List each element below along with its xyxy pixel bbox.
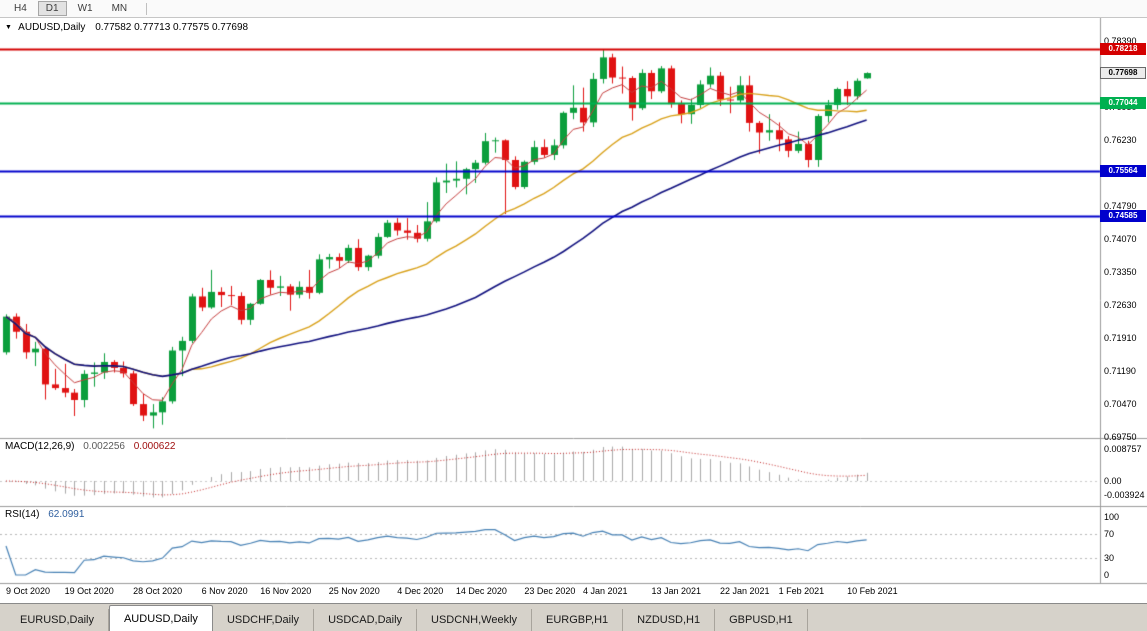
time-axis-label: 4 Jan 2021 (583, 586, 628, 596)
price-scale-label: 0.70470 (1104, 399, 1137, 410)
macd-scale-label: -0.003924 (1104, 490, 1145, 501)
chart-tab-usdcnh[interactable]: USDCNH,Weekly (417, 609, 533, 631)
price-scale-label: 0.71190 (1104, 366, 1136, 377)
time-axis-label: 6 Nov 2020 (201, 586, 248, 596)
rsi-scale-label: 0 (1104, 570, 1110, 580)
macd-main-value: 0.002256 (83, 441, 125, 452)
chart-tab-eurgbp[interactable]: EURGBP,H1 (532, 609, 624, 631)
macd-scale-label: 0.00 (1104, 476, 1122, 486)
timeframe-button-mn[interactable]: MN (111, 3, 128, 14)
price-line-tag[interactable]: 0.78218 (1100, 43, 1146, 56)
timeframe-button-d1[interactable]: D1 (37, 1, 67, 16)
price-scale-label: 0.74070 (1104, 234, 1137, 245)
chart-tab-usdcad[interactable]: USDCAD,Daily (314, 609, 418, 631)
time-axis-label: 10 Feb 2021 (847, 586, 898, 596)
time-axis-label: 4 Dec 2020 (397, 586, 444, 596)
timeframe-toolbar: H4 D1 W1 MN (0, 0, 1147, 18)
time-axis-label: 14 Dec 2020 (455, 586, 507, 596)
price-line-tag[interactable]: 0.77044 (1100, 97, 1146, 109)
macd-indicator-label: MACD(12,26,9) 0.002256 0.000622 (5, 441, 175, 452)
chart-tab-eurusd[interactable]: EURUSD,Daily (6, 609, 109, 631)
time-axis-label: 1 Feb 2021 (778, 586, 825, 596)
price-line-tag[interactable]: 0.74585 (1100, 209, 1146, 222)
macd-name: MACD(12,26,9) (5, 441, 75, 452)
timeframe-button-h4[interactable]: H4 (14, 3, 27, 14)
timeframe-buttons: H4 D1 W1 MN (6, 1, 138, 16)
time-axis-label: 28 Oct 2020 (133, 586, 183, 596)
chart-tab-nzdusd[interactable]: NZDUSD,H1 (623, 609, 716, 631)
chart-tab-gbpusd[interactable]: GBPUSD,H1 (715, 609, 808, 631)
price-scale-label: 0.71910 (1104, 333, 1137, 344)
price-scale-label: 0.76230 (1104, 135, 1137, 146)
rsi-scale-label: 70 (1104, 529, 1115, 540)
macd-signal-value: 0.000622 (133, 441, 176, 452)
chart-tab-bar: EURUSD,Daily AUDUSD,Daily USDCHF,Daily USDC… (0, 603, 1147, 631)
time-axis-label: 19 Oct 2020 (64, 586, 114, 596)
price-line-tag[interactable]: 0.75564 (1100, 164, 1146, 177)
current-price-tag: 0.77698 (1100, 67, 1146, 80)
price-scale-label: 0.72630 (1104, 300, 1137, 311)
time-axis-label: 9 Oct 2020 (6, 586, 51, 596)
timeframe-button-w1[interactable]: W1 (77, 3, 93, 14)
price-scale-label: 0.74790 (1104, 201, 1137, 212)
chart-ohlc-values: 0.77582 0.77713 0.77575 0.77698 (95, 22, 249, 33)
price-scale-label: 0.73350 (1104, 267, 1137, 278)
time-axis-label: 25 Nov 2020 (328, 586, 380, 596)
chart-tab-audusd[interactable]: AUDUSD,Daily (108, 605, 213, 631)
chart-symbol-label: AUDUSD,Daily (18, 22, 86, 33)
time-axis-label: 13 Jan 2021 (651, 586, 702, 596)
time-axis-label: 23 Dec 2020 (524, 586, 576, 596)
chart-region: ▼ AUDUSD,Daily 0.77582 0.77713 0.77575 0… (0, 18, 1147, 603)
chart-title: ▼ AUDUSD,Daily 0.77582 0.77713 0.77575 0… (5, 22, 248, 33)
price-scale-label: 0.78390 (1104, 36, 1137, 47)
rsi-indicator-label: RSI(14) 62.0991 (5, 509, 84, 520)
chart-tab-usdchf[interactable]: USDCHF,Daily (213, 609, 315, 631)
toolbar-separator (146, 2, 148, 15)
chart-canvas[interactable] (0, 18, 1147, 603)
rsi-scale-label: 100 (1104, 512, 1120, 522)
time-axis-label: 16 Nov 2020 (260, 586, 312, 596)
rsi-name: RSI(14) (5, 509, 40, 520)
macd-scale-label: 0.008757 (1104, 444, 1142, 454)
rsi-scale-label: 30 (1104, 552, 1115, 563)
collapse-arrow-icon[interactable]: ▼ (5, 24, 12, 31)
price-scale-label: 0.69750 (1104, 432, 1137, 443)
time-axis-label: 22 Jan 2021 (719, 586, 770, 596)
rsi-value: 62.0991 (48, 509, 85, 520)
